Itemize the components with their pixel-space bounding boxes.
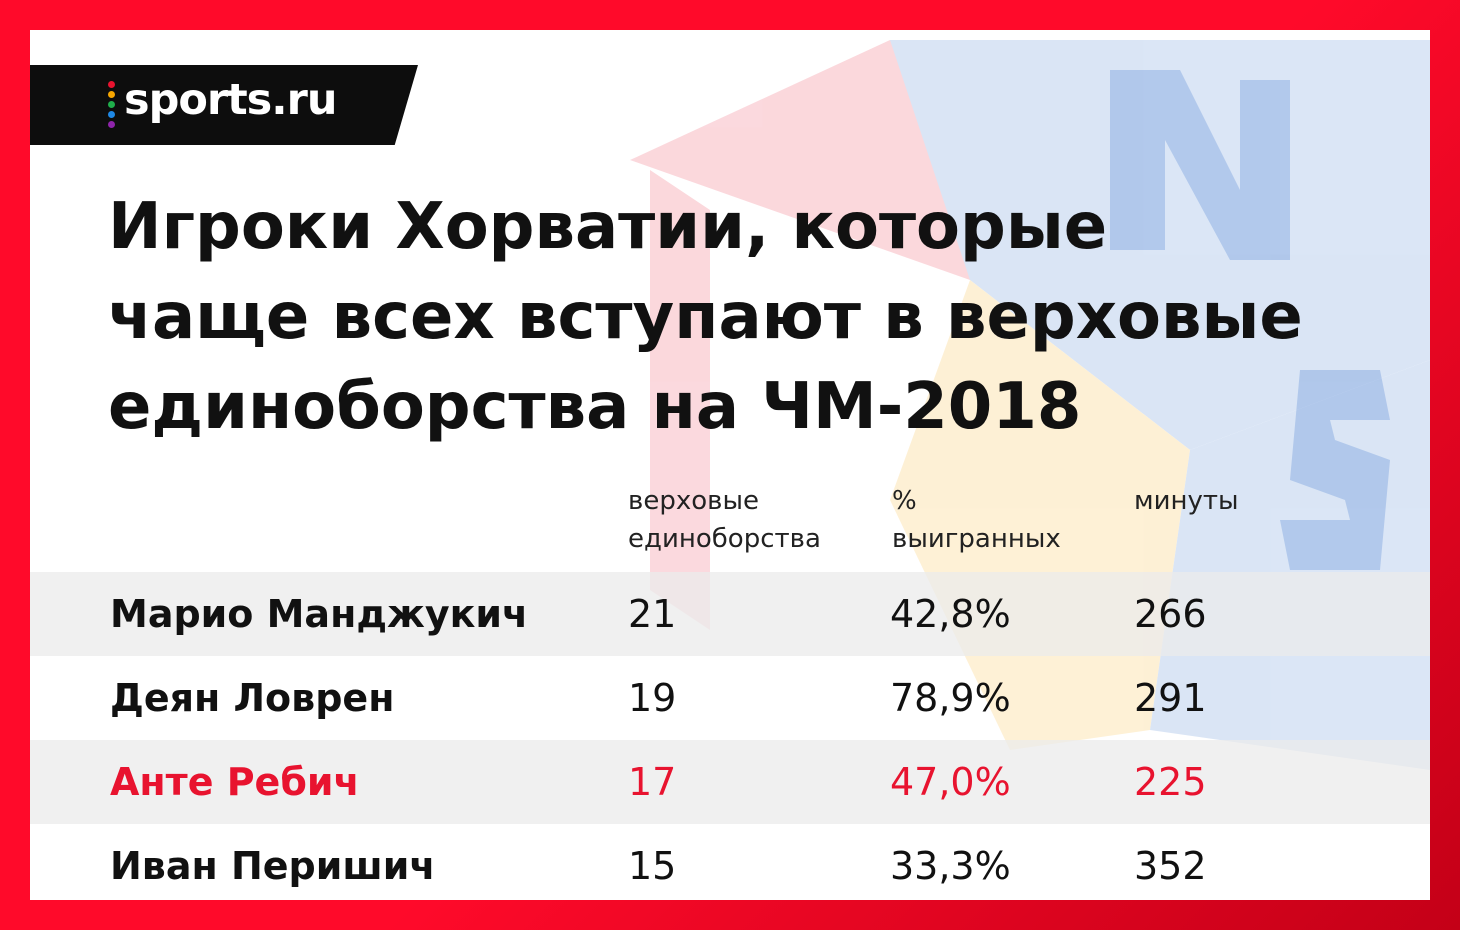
player-name: Деян Ловрен: [110, 676, 395, 720]
header-percent-won: % выигранных: [892, 486, 1061, 554]
player-name: Иван Перишич: [110, 844, 436, 888]
logo-text: sports.ru: [124, 75, 337, 125]
percent-value: 42,8%: [890, 592, 1011, 636]
infographic-card: sports.ru Игроки Хорватии, которые чаще …: [30, 30, 1430, 900]
percent-value: 78,9%: [890, 676, 1011, 720]
minutes-value: 225: [1134, 760, 1207, 804]
minutes-value: 266: [1134, 592, 1207, 636]
table-row-highlighted: Анте Ребич 17 47,0% 225: [30, 740, 1430, 824]
player-name: Марио Манджукич: [110, 592, 529, 636]
duels-value: 17: [628, 760, 677, 804]
minutes-value: 352: [1134, 844, 1207, 888]
table-row: Деян Ловрен 19 78,9% 291: [30, 656, 1430, 740]
duels-value: 15: [628, 844, 677, 888]
player-name: Анте Ребич: [110, 760, 360, 804]
logo-dots-icon: [108, 81, 116, 131]
header-duels: верховые единоборства: [628, 486, 821, 554]
header-minutes: минуты: [1134, 486, 1239, 516]
minutes-value: 291: [1134, 676, 1207, 720]
page-title: Игроки Хорватии, которые чаще всех вступ…: [108, 190, 1303, 444]
percent-value: 33,3%: [890, 844, 1011, 888]
duels-value: 19: [628, 676, 677, 720]
percent-value: 47,0%: [890, 760, 1011, 804]
table-row: Марио Манджукич 21 42,8% 266: [30, 572, 1430, 656]
duels-value: 21: [628, 592, 677, 636]
logo-bar: sports.ru: [30, 65, 418, 145]
table-row: Иван Перишич 15 33,3% 352: [30, 824, 1430, 900]
fifa-emblem-watermark: [630, 40, 1430, 770]
